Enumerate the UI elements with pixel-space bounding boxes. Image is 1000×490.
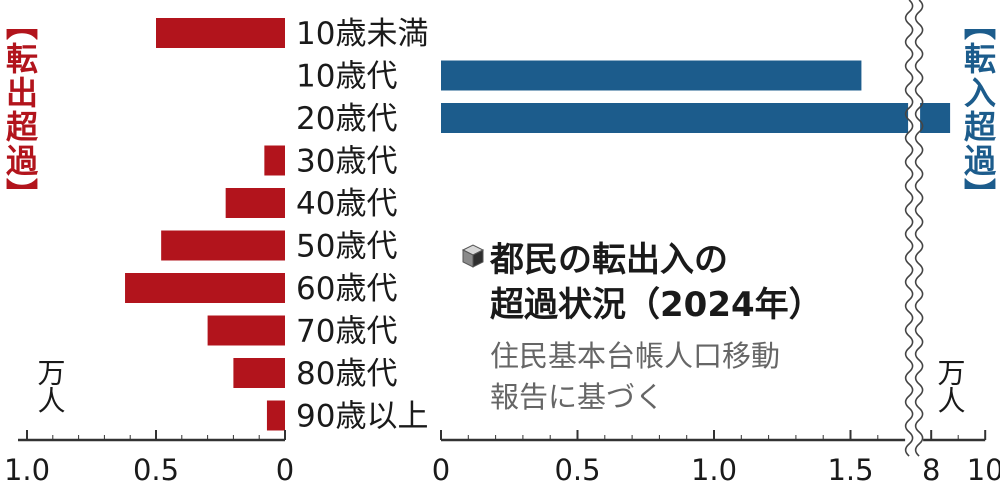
- right-unit-label: 万人: [934, 358, 967, 414]
- category-label-5: 50歳代: [296, 229, 397, 265]
- axis-break-gap: [908, 0, 921, 444]
- bars-group: [125, 18, 951, 431]
- right-tick-label-1: 0.5: [554, 453, 600, 486]
- category-label-3: 30歳代: [296, 144, 397, 180]
- bar-inflow-1: [441, 60, 862, 91]
- bar-outflow-0: [156, 18, 285, 48]
- inflow-side-label: 【転入超過】: [959, 8, 997, 212]
- bar-outflow-5: [161, 230, 285, 261]
- axes-group: 1.0 0.5 0 0 0.5 1.0 1.5 8 10: [4, 0, 1000, 487]
- category-label-6: 60歳代: [296, 271, 397, 307]
- category-label-9: 90歳以上: [296, 399, 428, 435]
- chart-title-line-1: 都民の転出入の: [489, 240, 728, 280]
- left-tick-label-2: 0: [276, 453, 294, 486]
- title-block: 都民の転出入の 超過状況（2024年） 住民基本台帳人口移動 報告に基づく: [461, 240, 823, 414]
- category-label-7: 70歳代: [296, 314, 397, 350]
- axis-break-wave-0: [904, 0, 914, 457]
- axis-break-wave-1: [914, 0, 924, 457]
- right-tick-label-0: 0: [432, 453, 450, 486]
- chart-title-line-2: 超過状況（2024年）: [490, 285, 823, 325]
- right-tick-label-3: 1.5: [827, 453, 873, 486]
- category-label-4: 40歳代: [296, 186, 397, 222]
- outflow-side-label: 【転出超過】: [1, 8, 39, 212]
- category-labels-group: 10歳未満 10歳代 20歳代 30歳代 40歳代 50歳代 60歳代 70歳代 80歳代 90歳…: [296, 16, 428, 435]
- category-label-1: 10歳代: [296, 59, 397, 95]
- bar-outflow-3: [264, 145, 285, 176]
- bar-outflow-9: [266, 400, 285, 431]
- right-tick-label-4: 8: [922, 453, 940, 486]
- bar-outflow-6: [125, 273, 285, 303]
- category-label-8: 80歳代: [296, 356, 397, 392]
- category-label-2: 20歳代: [296, 101, 397, 137]
- bar-outflow-7: [207, 315, 285, 346]
- right-tick-label-5: 10: [967, 453, 1000, 486]
- category-label-0: 10歳未満: [296, 16, 428, 52]
- left-tick-label-1: 0.5: [133, 453, 179, 486]
- bar-outflow-8: [233, 358, 285, 388]
- source-note-line-1: 住民基本台帳人口移動: [490, 339, 780, 373]
- box-icon: [461, 244, 485, 268]
- bar-inflow-2: [441, 103, 951, 133]
- left-tick-label-0: 1.0: [4, 453, 50, 486]
- source-note-line-2: 報告に基づく: [490, 380, 664, 414]
- bar-outflow-4: [225, 188, 285, 218]
- left-unit-label: 万人: [34, 358, 67, 414]
- right-tick-label-2: 1.0: [691, 453, 737, 486]
